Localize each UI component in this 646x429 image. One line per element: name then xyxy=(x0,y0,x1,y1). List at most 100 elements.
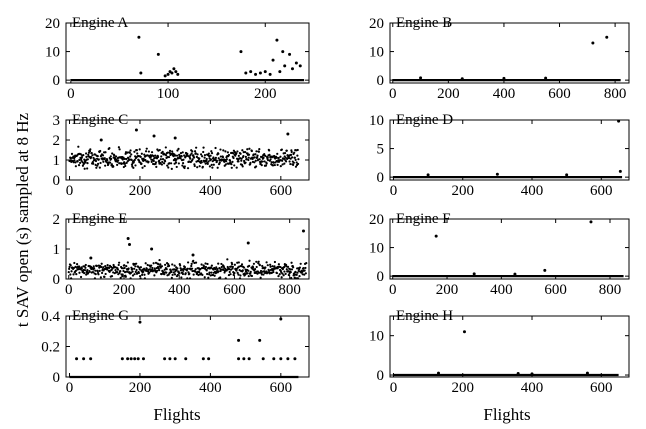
engine-f-data-point xyxy=(513,272,517,276)
engine-a-data-point xyxy=(288,52,292,56)
engine-c-band-point xyxy=(175,165,178,169)
engine-c-band-point xyxy=(290,156,294,159)
engine-c-band-point xyxy=(217,157,220,160)
engine-b-y-tick-label: 20 xyxy=(369,16,384,32)
engine-c-band-point xyxy=(198,157,201,160)
engine-c-band-point xyxy=(149,155,153,158)
engine-h-x-tick-label: 200 xyxy=(451,380,474,396)
engine-c-band-point xyxy=(191,158,194,161)
engine-e-band-point xyxy=(282,274,285,277)
engine-e-band-point xyxy=(261,264,264,268)
engine-f-data-point xyxy=(589,220,593,224)
engine-c-band-point xyxy=(200,161,203,164)
engine-e-band-point xyxy=(134,265,137,268)
engine-c-band-point xyxy=(99,161,102,165)
engine-c-band-point xyxy=(285,149,288,152)
engine-c-band-point xyxy=(264,154,267,157)
engine-e-band-point xyxy=(303,269,306,272)
engine-e-band-point xyxy=(263,270,266,273)
engine-e-band-point xyxy=(247,274,250,278)
engine-c-band-point xyxy=(219,155,222,158)
engine-e-band-point xyxy=(131,270,134,273)
engine-a-y-tick-label: 20 xyxy=(45,16,60,32)
engine-c-band-point xyxy=(228,159,232,162)
engine-c-band-point xyxy=(273,163,276,167)
engine-c-band-point xyxy=(175,158,178,161)
engine-c-band-point xyxy=(205,157,208,161)
engine-e-band-point xyxy=(188,277,192,280)
engine-c-band-point xyxy=(89,148,92,151)
engine-c-band-point xyxy=(81,164,85,167)
engine-a-data-point xyxy=(139,71,143,75)
engine-e-band-point xyxy=(83,272,86,275)
engine-e-band-point xyxy=(142,270,145,273)
engine-e-y-tick-label: 0 xyxy=(53,272,61,288)
engine-c-band-point xyxy=(147,160,150,163)
engine-c-band-point xyxy=(293,156,297,159)
engine-a-data-point xyxy=(137,35,141,39)
engine-c-band-point xyxy=(165,154,168,157)
engine-c-band-point xyxy=(297,158,300,161)
engine-c-band-point xyxy=(190,152,193,155)
engine-e-band-point xyxy=(203,276,206,279)
engine-e-band-point xyxy=(198,270,201,274)
engine-g-data-point xyxy=(120,357,124,361)
engine-c-band-point xyxy=(261,160,264,163)
engine-h-data-point xyxy=(585,371,589,375)
engine-e-band-point xyxy=(273,260,277,264)
engine-e-band-point xyxy=(75,273,78,276)
engine-c-band-point xyxy=(284,160,288,163)
engine-c-band-point xyxy=(195,146,198,149)
engine-c-band-point xyxy=(247,158,250,162)
engine-h-x-tick-label: 0 xyxy=(390,380,398,396)
engine-a-y-tick-label: 0 xyxy=(53,73,61,89)
engine-c-band-point xyxy=(138,148,141,151)
engine-d-data-point xyxy=(426,173,430,177)
engine-c-band-point xyxy=(196,166,199,169)
engine-c-band-point xyxy=(250,149,253,153)
engine-e-band-point xyxy=(258,264,261,267)
engine-c-band-point xyxy=(120,162,123,165)
engine-e-band-point xyxy=(139,266,143,269)
engine-c-band-point xyxy=(130,153,133,156)
engine-c-band-point xyxy=(271,164,275,167)
engine-a-data-point xyxy=(278,70,282,74)
engine-c-band-point xyxy=(174,161,178,164)
engine-b-data-point xyxy=(460,77,464,81)
engine-c-band-point xyxy=(237,160,240,163)
engine-d-data-point xyxy=(565,173,569,177)
engine-c-band-point xyxy=(226,151,229,154)
engine-c-band-point xyxy=(161,150,164,153)
engine-c-band-point xyxy=(209,154,212,157)
engine-e-band-point xyxy=(119,276,122,279)
engine-e-band-point xyxy=(110,265,113,269)
engine-c-band-point xyxy=(132,166,135,169)
engine-e-band-point xyxy=(239,274,242,277)
engine-d-data-point xyxy=(618,169,622,173)
engine-e-band-point xyxy=(181,272,185,276)
engine-c-band-point xyxy=(94,159,98,163)
engine-e-band-point xyxy=(138,268,141,271)
engine-c-band-point xyxy=(82,154,85,157)
engine-e-band-point xyxy=(84,263,87,267)
engine-c-band-point xyxy=(116,163,119,166)
engine-c-band-point xyxy=(179,157,182,160)
engine-c-band-point xyxy=(150,160,153,163)
engine-e-band-point xyxy=(92,265,95,268)
engine-e-band-point xyxy=(228,270,231,274)
engine-e-band-point xyxy=(70,277,73,280)
engine-e-band-point xyxy=(190,264,193,268)
engine-e-x-tick-label: 200 xyxy=(113,282,136,298)
engine-e-band-point xyxy=(94,273,97,276)
engine-e-band-point xyxy=(190,267,194,270)
engine-c-band-point xyxy=(263,153,266,156)
engine-e-band-point xyxy=(252,266,255,269)
engine-c-band-point xyxy=(230,166,233,169)
engine-e-band-point xyxy=(284,272,287,276)
engine-c-band-point xyxy=(202,146,205,149)
engine-e-band-point xyxy=(209,266,213,269)
engine-b-data-point xyxy=(605,35,609,39)
engine-c-band-point xyxy=(279,164,282,168)
engine-e-band-point xyxy=(87,271,90,275)
